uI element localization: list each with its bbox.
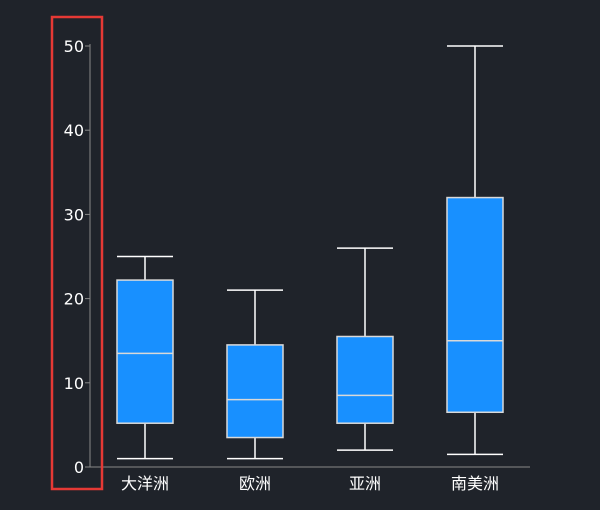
y-axis: 0 10 20 30 40 50 [64,37,91,477]
x-category-label: 南美洲 [451,474,499,493]
y-tick-label: 0 [74,458,84,477]
box-3 [446,45,504,456]
y-tick-label: 40 [64,121,84,140]
box-0 [116,255,174,460]
box-2 [336,247,394,451]
y-tick-label: 10 [64,374,84,393]
y-tick-label: 50 [64,37,84,56]
y-axis-highlight-frame [50,15,104,491]
x-category-label: 亚洲 [349,474,381,493]
x-category-label: 欧洲 [239,474,271,493]
y-tick-label: 20 [64,290,84,309]
y-tick-label: 30 [64,205,84,224]
iqr-box [446,196,504,414]
box-1 [226,289,284,460]
box-series [116,45,504,460]
x-category-label: 大洋洲 [121,474,169,493]
iqr-box [336,335,394,424]
iqr-box [226,344,284,439]
iqr-box [116,279,174,424]
x-axis: 大洋洲 欧洲 亚洲 南美洲 [90,466,530,493]
